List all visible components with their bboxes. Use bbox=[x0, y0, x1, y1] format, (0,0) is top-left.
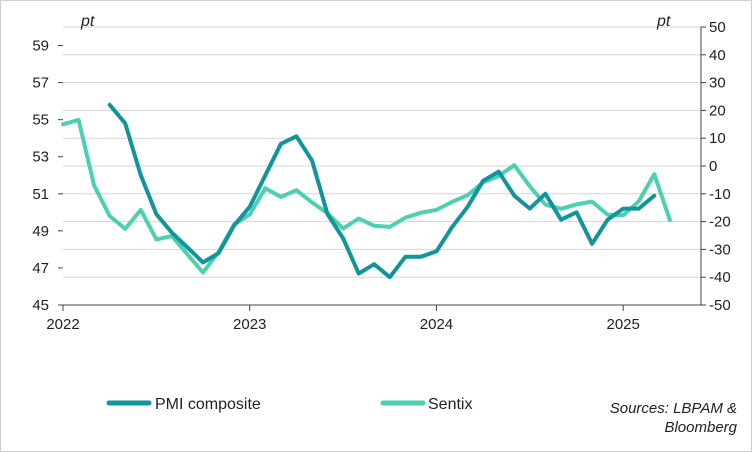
series-line-pmi-composite bbox=[107, 102, 657, 280]
left-y-tick-labels: 45 47 49 51 53 55 57 59 bbox=[32, 38, 63, 314]
legend-label-pmi: PMI composite bbox=[155, 396, 261, 413]
left-tick-label: 47 bbox=[32, 260, 49, 277]
right-tick-label: -50 bbox=[709, 297, 731, 314]
left-tick-label: 45 bbox=[32, 297, 49, 314]
right-unit-label: pt bbox=[656, 13, 671, 30]
source-line-1: Sources: LBPAM & bbox=[610, 400, 737, 417]
right-tick-label: -10 bbox=[709, 186, 731, 203]
gridlines bbox=[63, 26, 701, 278]
left-unit-label: pt bbox=[80, 13, 95, 30]
left-tick-label: 59 bbox=[32, 38, 49, 55]
x-tick-label: 2024 bbox=[420, 316, 453, 333]
right-y-tick-labels: -50 -40 -30 -20 -10 0 10 20 30 40 50 bbox=[701, 19, 731, 314]
x-tick-labels: 2022 2023 2024 2025 bbox=[46, 305, 640, 333]
right-tick-label: -20 bbox=[709, 214, 731, 231]
right-tick-label: -30 bbox=[709, 241, 731, 258]
right-tick-label: 10 bbox=[709, 130, 726, 147]
right-tick-label: 50 bbox=[709, 19, 726, 36]
x-tick-label: 2023 bbox=[233, 316, 266, 333]
right-tick-label: -40 bbox=[709, 269, 731, 286]
legend-label-sentix: Sentix bbox=[428, 396, 472, 413]
right-tick-label: 40 bbox=[709, 47, 726, 64]
left-tick-label: 49 bbox=[32, 223, 49, 240]
left-tick-label: 51 bbox=[32, 186, 49, 203]
left-tick-label: 57 bbox=[32, 75, 49, 92]
series-lines bbox=[61, 102, 672, 280]
right-tick-label: 20 bbox=[709, 102, 726, 119]
series-line-sentix bbox=[61, 117, 672, 275]
right-tick-label: 30 bbox=[709, 75, 726, 92]
right-tick-label: 0 bbox=[709, 158, 717, 175]
source-line-2: Bloomberg bbox=[664, 419, 737, 436]
left-tick-label: 53 bbox=[32, 149, 49, 166]
legend: PMI composite Sentix bbox=[106, 396, 472, 413]
left-tick-label: 55 bbox=[32, 112, 49, 129]
x-tick-label: 2025 bbox=[607, 316, 640, 333]
x-tick-label: 2022 bbox=[46, 316, 79, 333]
